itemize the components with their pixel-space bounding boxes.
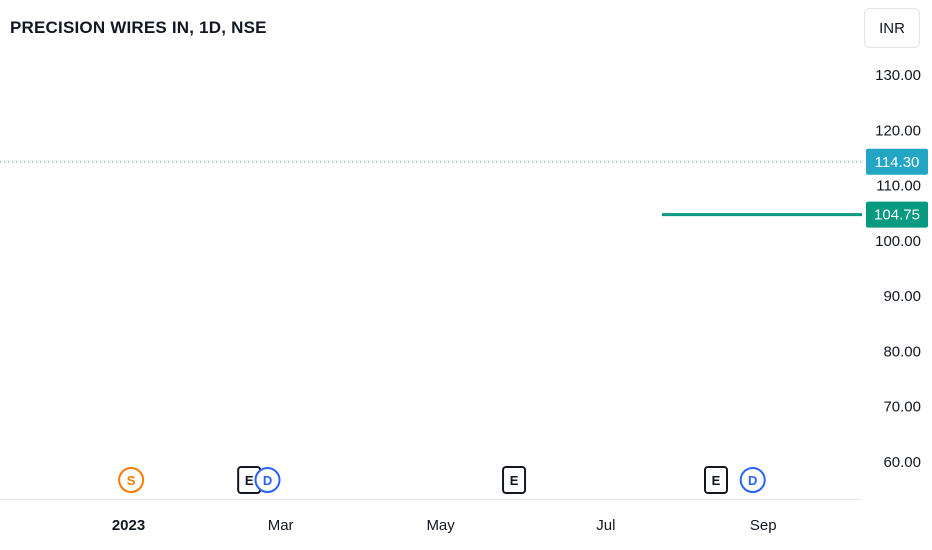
x-axis-tick-label: Jul — [596, 517, 615, 534]
level-price-tag — [866, 201, 928, 228]
split-icon — [118, 467, 145, 493]
dividend-event-marker[interactable]: D — [254, 467, 281, 493]
dividend-icon — [254, 467, 281, 493]
x-axis-tick-label: 2023 — [112, 517, 145, 534]
level-price-tag-label: 104.75 — [874, 207, 920, 224]
y-axis-tick-label: 100.00 — [875, 233, 921, 250]
earnings-icon — [703, 466, 728, 494]
y-axis-tick-label: 110.00 — [876, 178, 921, 195]
event-label: E — [712, 473, 721, 488]
y-axis-tick-label: 90.00 — [883, 288, 921, 305]
currency-selector[interactable]: INR — [864, 8, 920, 48]
earnings-event-marker[interactable]: E — [703, 466, 728, 494]
event-label: D — [748, 473, 757, 488]
x-axis-tick-label: Sep — [750, 517, 777, 534]
y-axis-tick-label: 70.00 — [883, 399, 921, 416]
earnings-icon — [502, 466, 527, 494]
split-event-marker[interactable]: S — [118, 467, 145, 493]
chart-title: PRECISION WIRES IN, 1D, NSE — [10, 18, 267, 37]
event-label: E — [510, 473, 519, 488]
x-axis-tick-label: May — [426, 517, 455, 534]
event-label: S — [127, 473, 136, 488]
earnings-event-marker[interactable]: E — [502, 466, 527, 494]
y-axis-tick-label: 130.00 — [875, 67, 921, 84]
event-label: D — [263, 473, 272, 488]
y-axis-tick-label: 80.00 — [883, 343, 921, 360]
y-axis-tick-label: 60.00 — [883, 454, 921, 471]
x-axis-tick-label: Mar — [268, 517, 294, 534]
y-axis-tick-label: 120.00 — [875, 122, 921, 139]
dividend-event-marker[interactable]: D — [739, 467, 766, 493]
last-price-tag — [866, 148, 928, 175]
last-price-tag-label: 114.30 — [875, 154, 920, 171]
dividend-icon — [739, 467, 766, 493]
event-label: E — [245, 473, 254, 488]
